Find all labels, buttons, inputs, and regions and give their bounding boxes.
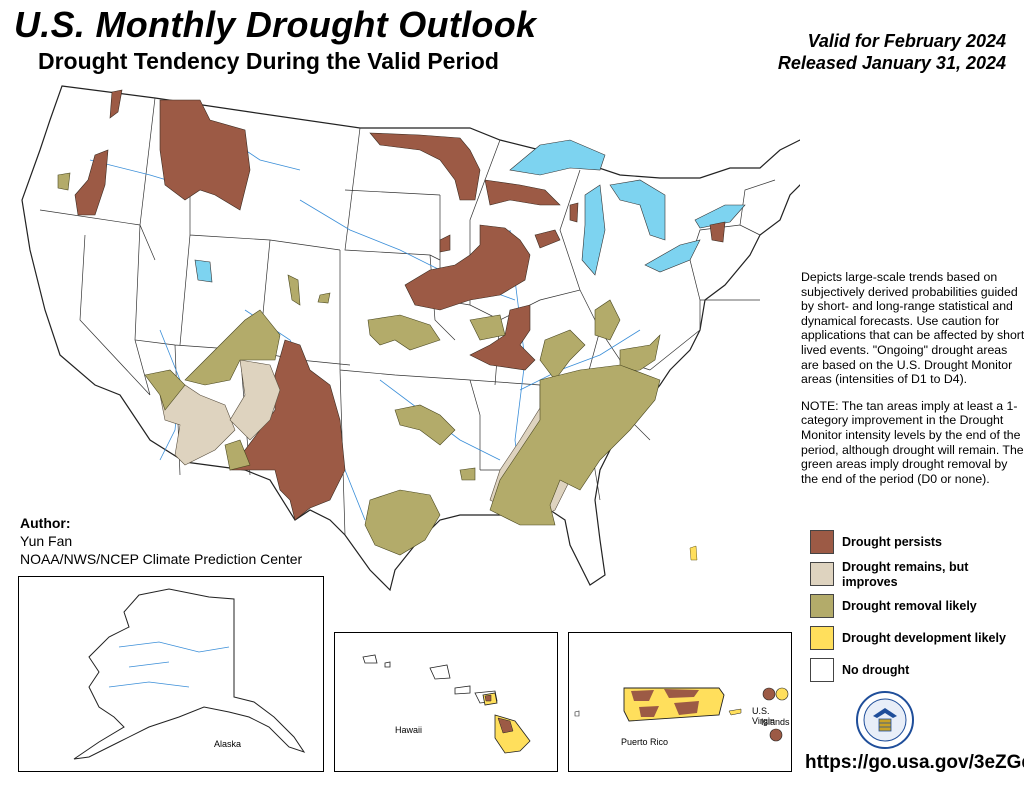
release-date: Released January 31, 2024	[777, 53, 1006, 73]
hawaii-label: Hawaii	[395, 725, 423, 735]
legend-item-development: Drought development likely	[810, 626, 1024, 654]
map-description: Depicts large-scale trends based on subj…	[801, 270, 1024, 498]
puerto-rico-map	[574, 687, 789, 742]
map-title: U.S. Monthly Drought Outlook	[14, 4, 537, 45]
author-block: Author: Yun Fan NOAA/NWS/NCEP Climate Pr…	[20, 514, 302, 568]
legend-item-no-drought: No drought	[810, 658, 1024, 686]
outlook-url-link[interactable]: https://go.usa.gov/3eZGd	[805, 752, 1024, 773]
valid-period: Valid for February 2024	[807, 31, 1006, 51]
legend-swatch-no-drought	[810, 658, 834, 682]
legend-swatch-removal	[810, 594, 834, 618]
drought-persists-areas	[74, 89, 726, 521]
valid-period-block: Valid for February 2024 Released January…	[778, 30, 1006, 74]
legend-swatch-improves	[810, 562, 834, 586]
legend-item-improves: Drought remains, but improves	[810, 560, 1024, 594]
puerto-rico-label: Puerto Rico	[621, 737, 669, 747]
drought-removal-areas	[57, 172, 661, 556]
alaska-map	[73, 588, 306, 760]
legend-label-removal: Drought removal likely	[842, 599, 977, 613]
author-label: Author:	[20, 515, 71, 531]
legend-label-persists: Drought persists	[842, 535, 943, 549]
great-lakes	[194, 139, 746, 283]
virgin-islands-label-2: Islands	[761, 717, 790, 727]
legend-swatch-persists	[810, 530, 834, 554]
hawaii-map	[362, 654, 531, 754]
map-subtitle: Drought Tendency During the Valid Period	[38, 48, 499, 74]
legend-swatch-development	[810, 626, 834, 650]
hawaii-inset: Hawaii	[334, 632, 558, 772]
puerto-rico-inset: Puerto Rico U.S. Virgin Islands	[568, 632, 792, 772]
legend-item-persists: Drought persists	[810, 530, 1024, 558]
legend-label-improves: Drought remains, but improves	[842, 560, 969, 589]
conus-map	[21, 85, 800, 592]
virgin-islands-label-1: U.S. Virgin	[752, 706, 775, 726]
alaska-inset: Alaska	[18, 576, 324, 772]
legend-item-removal: Drought removal likely	[810, 594, 1024, 622]
alaska-label: Alaska	[214, 739, 242, 749]
legend-label-no-drought: No drought	[842, 663, 910, 677]
drought-development-spot	[689, 545, 698, 561]
description-note: NOTE: The tan areas imply at least a 1-c…	[801, 398, 1024, 486]
legend-label-development: Drought development likely	[842, 631, 1006, 645]
author-name: Yun Fan	[20, 533, 73, 549]
description-paragraph-1: Depicts large-scale trends based on subj…	[801, 270, 1024, 387]
commerce-seal-icon	[856, 691, 914, 749]
author-org: NOAA/NWS/NCEP Climate Prediction Center	[20, 551, 303, 567]
